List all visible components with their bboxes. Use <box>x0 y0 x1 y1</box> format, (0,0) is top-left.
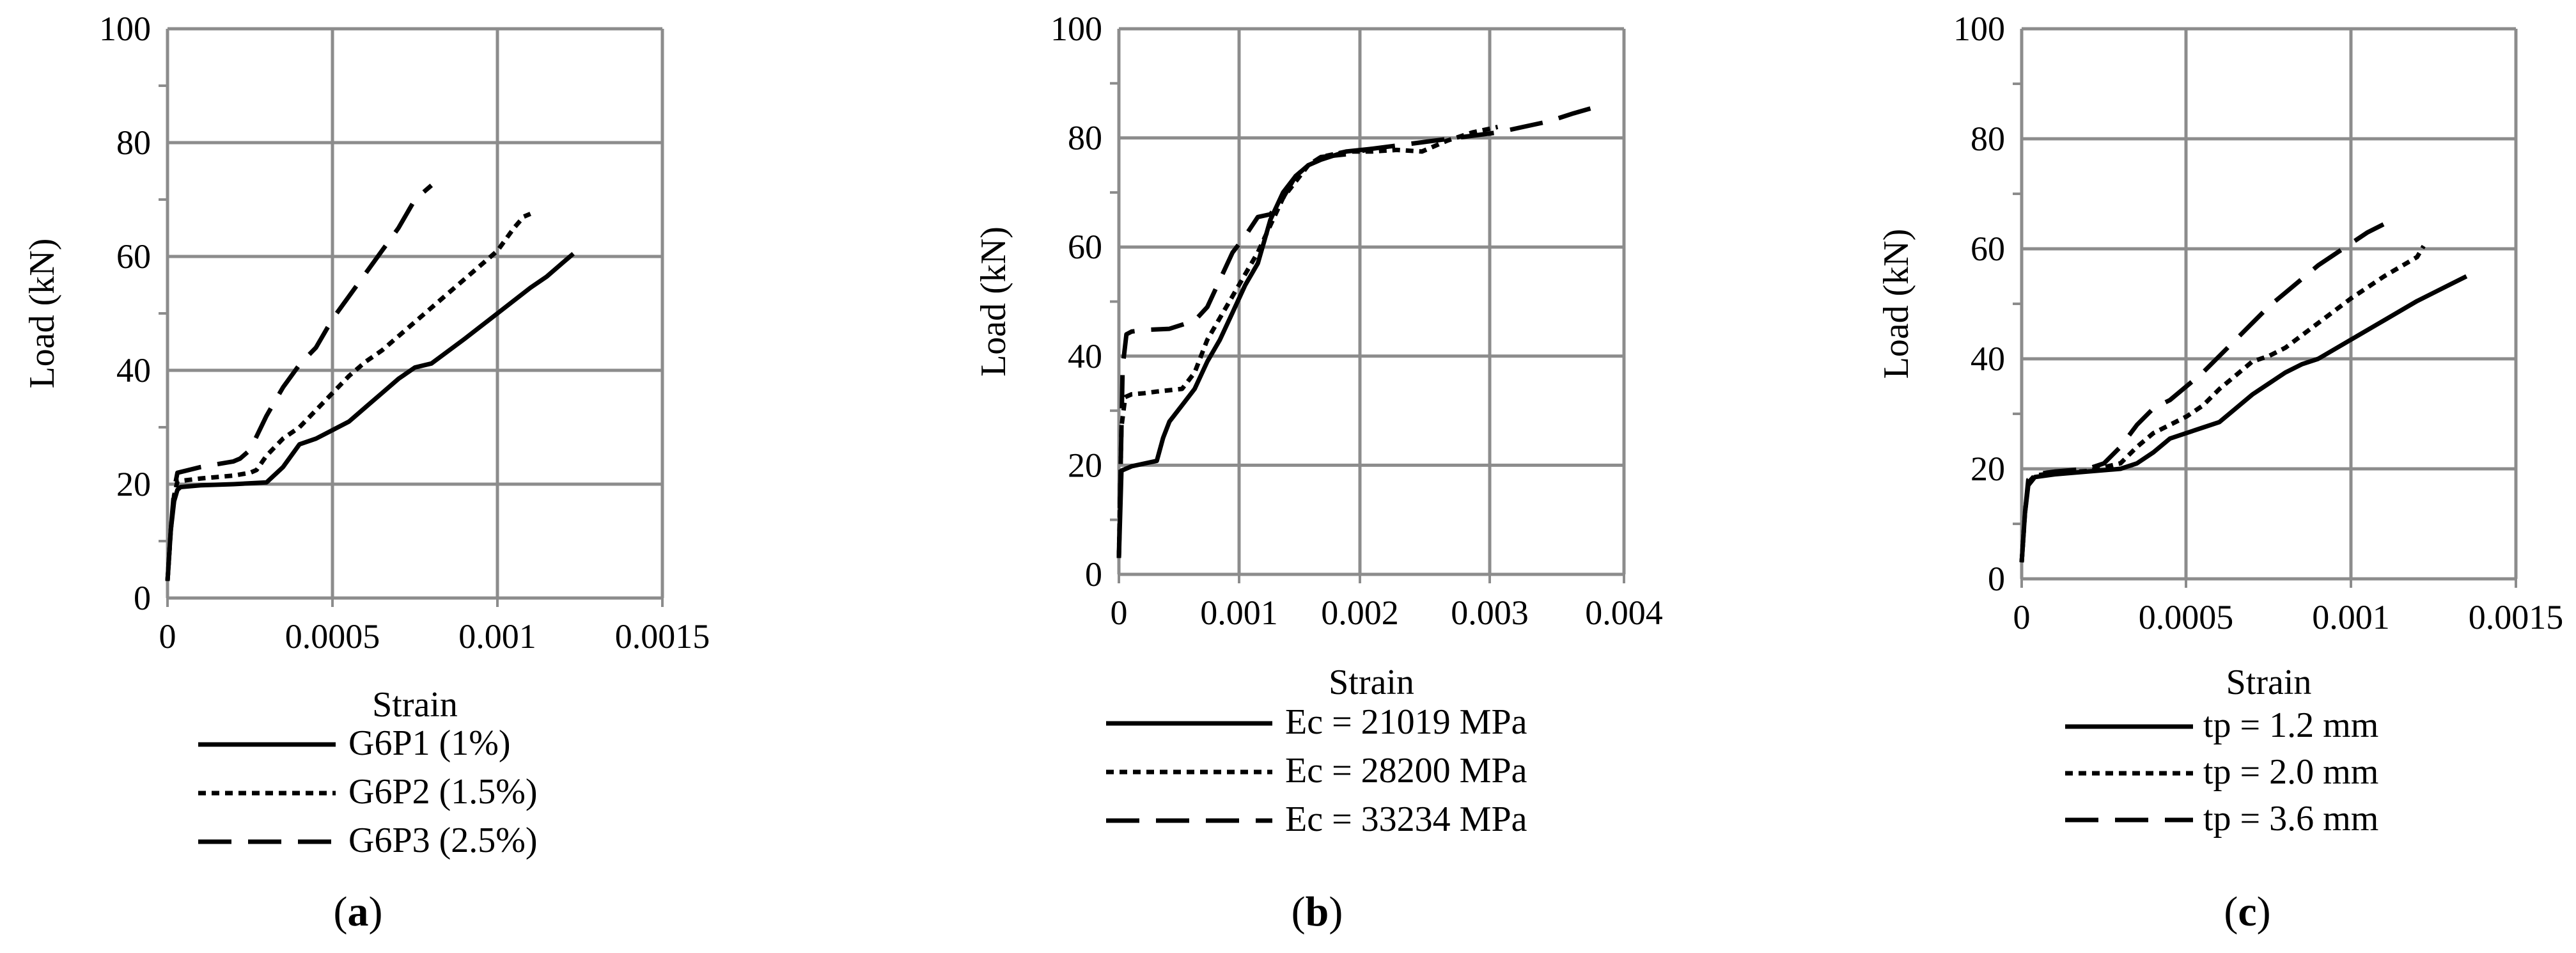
x-tick-label: 0.001 <box>1200 594 1278 632</box>
x-axis-label: Strain <box>1329 663 1414 702</box>
x-tick-label: 0.0015 <box>2469 598 2564 636</box>
x-tick-label: 0 <box>2013 598 2031 636</box>
series-line-1 <box>2019 274 2468 563</box>
panel-caption-letter: c <box>2238 888 2256 935</box>
y-tick-label: 80 <box>1068 119 1102 157</box>
legend-label-3: G6P3 (2.5%) <box>348 821 538 860</box>
legend-label-2: Ec = 28200 MPa <box>1285 751 1527 791</box>
legend-label-3: Ec = 33234 MPa <box>1285 799 1527 839</box>
legend-label-1: G6P1 (1%) <box>348 723 511 763</box>
y-axis-label: Load (kN) <box>22 239 62 389</box>
x-tick-label: 0.0005 <box>2139 598 2234 636</box>
x-axis-label: Strain <box>2226 663 2312 702</box>
x-tick-label: 0.0005 <box>285 617 380 656</box>
legend-label-1: Ec = 21019 MPa <box>1285 702 1527 742</box>
x-axis-label: Strain <box>372 685 458 725</box>
y-axis-label: Load (kN) <box>974 226 1013 377</box>
series-line-3 <box>165 184 433 581</box>
x-tick-label: 0.004 <box>1585 594 1663 632</box>
y-tick-label: 0 <box>1085 555 1102 594</box>
y-tick-label: 100 <box>1050 10 1102 48</box>
y-tick-label: 80 <box>1971 120 2005 158</box>
series-line-1 <box>165 251 575 581</box>
series-line-2 <box>2019 244 2426 563</box>
y-tick-label: 60 <box>116 237 151 276</box>
series-line-2 <box>165 212 531 581</box>
x-tick-label: 0 <box>159 617 176 656</box>
y-tick-label: 40 <box>1971 340 2005 378</box>
y-tick-label: 20 <box>116 465 151 503</box>
panel-a: 0 20 40 60 80 100 0 0.0005 0.001 0.0015 Load (kN) S… <box>22 10 710 935</box>
series-line-1 <box>1116 146 1372 558</box>
panel-caption-letter: a <box>348 888 369 935</box>
panel-caption-letter: b <box>1306 888 1329 935</box>
series-line-2 <box>1116 125 1499 558</box>
x-tick-label: 0.001 <box>458 617 536 656</box>
panel-caption: (c) <box>2224 888 2270 935</box>
y-tick-label: 0 <box>1988 560 2005 598</box>
x-tick-label: 0 <box>1111 594 1128 632</box>
series-line-3 <box>1116 106 1593 558</box>
legend-label-2: tp = 2.0 mm <box>2203 752 2378 792</box>
legend-label-1: tp = 1.2 mm <box>2203 705 2378 745</box>
series-line-3 <box>2019 222 2385 563</box>
y-tick-label: 40 <box>1068 337 1102 375</box>
panel-b: 0 20 40 60 80 100 0 0.001 0.002 0.003 0.004 Load (k… <box>974 10 1663 935</box>
panel-caption: (b) <box>1292 888 1343 935</box>
y-tick-label: 0 <box>134 579 151 617</box>
y-tick-label: 40 <box>116 351 151 390</box>
y-tick-label: 60 <box>1068 228 1102 266</box>
legend-label-3: tp = 3.6 mm <box>2203 799 2378 839</box>
y-tick-label: 20 <box>1068 446 1102 484</box>
x-tick-label: 0.001 <box>2312 598 2390 636</box>
y-tick-label: 60 <box>1971 230 2005 268</box>
x-tick-label: 0.0015 <box>615 617 710 656</box>
y-tick-label: 100 <box>99 10 151 48</box>
y-tick-label: 100 <box>1953 10 2005 48</box>
x-tick-label: 0.003 <box>1451 594 1529 632</box>
panel-caption: (a) <box>334 888 383 935</box>
legend-label-2: G6P2 (1.5%) <box>348 772 538 812</box>
x-tick-label: 0.002 <box>1321 594 1399 632</box>
panel-c: 0 20 40 60 80 100 0 0.0005 0.001 0.0015 Load (kN) S… <box>1877 10 2563 935</box>
y-axis-label: Load (kN) <box>1877 229 1916 379</box>
y-tick-label: 80 <box>116 123 151 162</box>
y-tick-label: 20 <box>1971 450 2005 488</box>
